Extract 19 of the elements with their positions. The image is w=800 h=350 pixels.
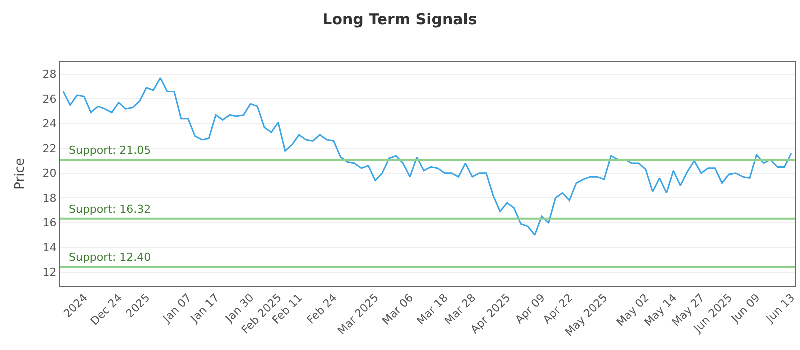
ref-line-label: Support: 16.32 (69, 203, 152, 216)
y-tick-label: 28 (42, 68, 57, 82)
y-tick-label: 22 (42, 142, 57, 156)
y-tick-label: 14 (42, 241, 57, 254)
y-tick-label: 26 (42, 92, 57, 106)
line-series (62, 77, 792, 236)
y-axis-title: Price (13, 158, 28, 190)
x-tick-label: Mar 06 (380, 292, 416, 328)
y-tick-label: 12 (42, 266, 57, 280)
y-tick-label: 16 (42, 216, 57, 230)
x-tick-label: Feb 24 (304, 292, 340, 327)
x-tick-label: Dec 24 (88, 292, 125, 328)
ref-line-label: Support: 12.40 (69, 251, 152, 264)
ref-line-label: Support: 21.05 (69, 144, 152, 157)
chart-title: Long Term Signals (322, 10, 478, 28)
y-tick-label: 20 (42, 167, 57, 180)
y-tick-label: 18 (42, 192, 57, 205)
y-tick-label: 24 (42, 118, 57, 131)
x-tick-label: Jun 13 (763, 292, 798, 326)
